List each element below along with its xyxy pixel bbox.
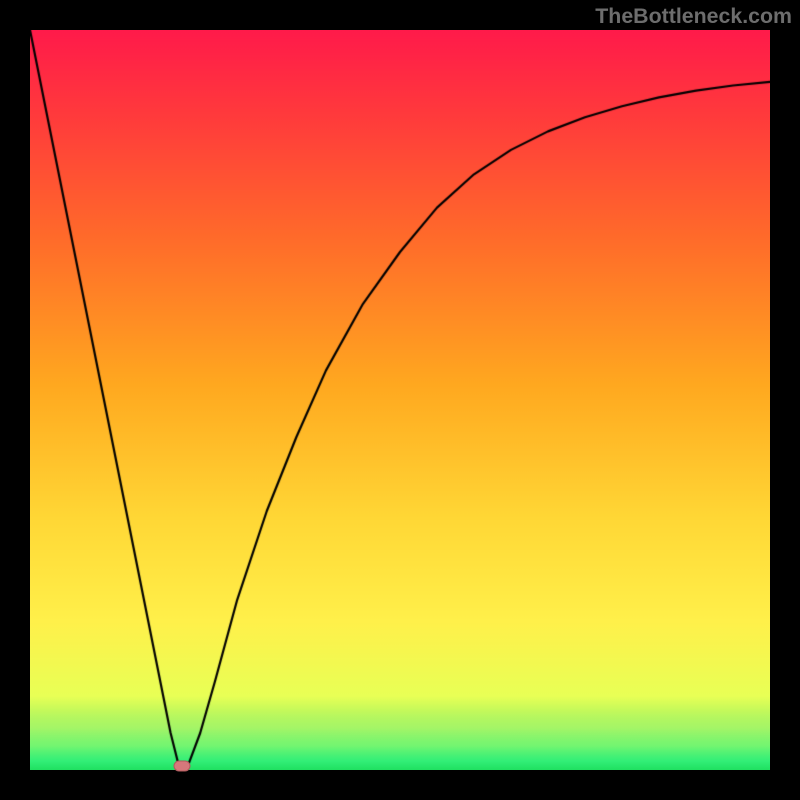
watermark-text: TheBottleneck.com bbox=[595, 4, 792, 29]
chart-line-canvas bbox=[30, 30, 770, 770]
minimum-marker bbox=[173, 760, 191, 772]
plot-area bbox=[30, 30, 770, 770]
